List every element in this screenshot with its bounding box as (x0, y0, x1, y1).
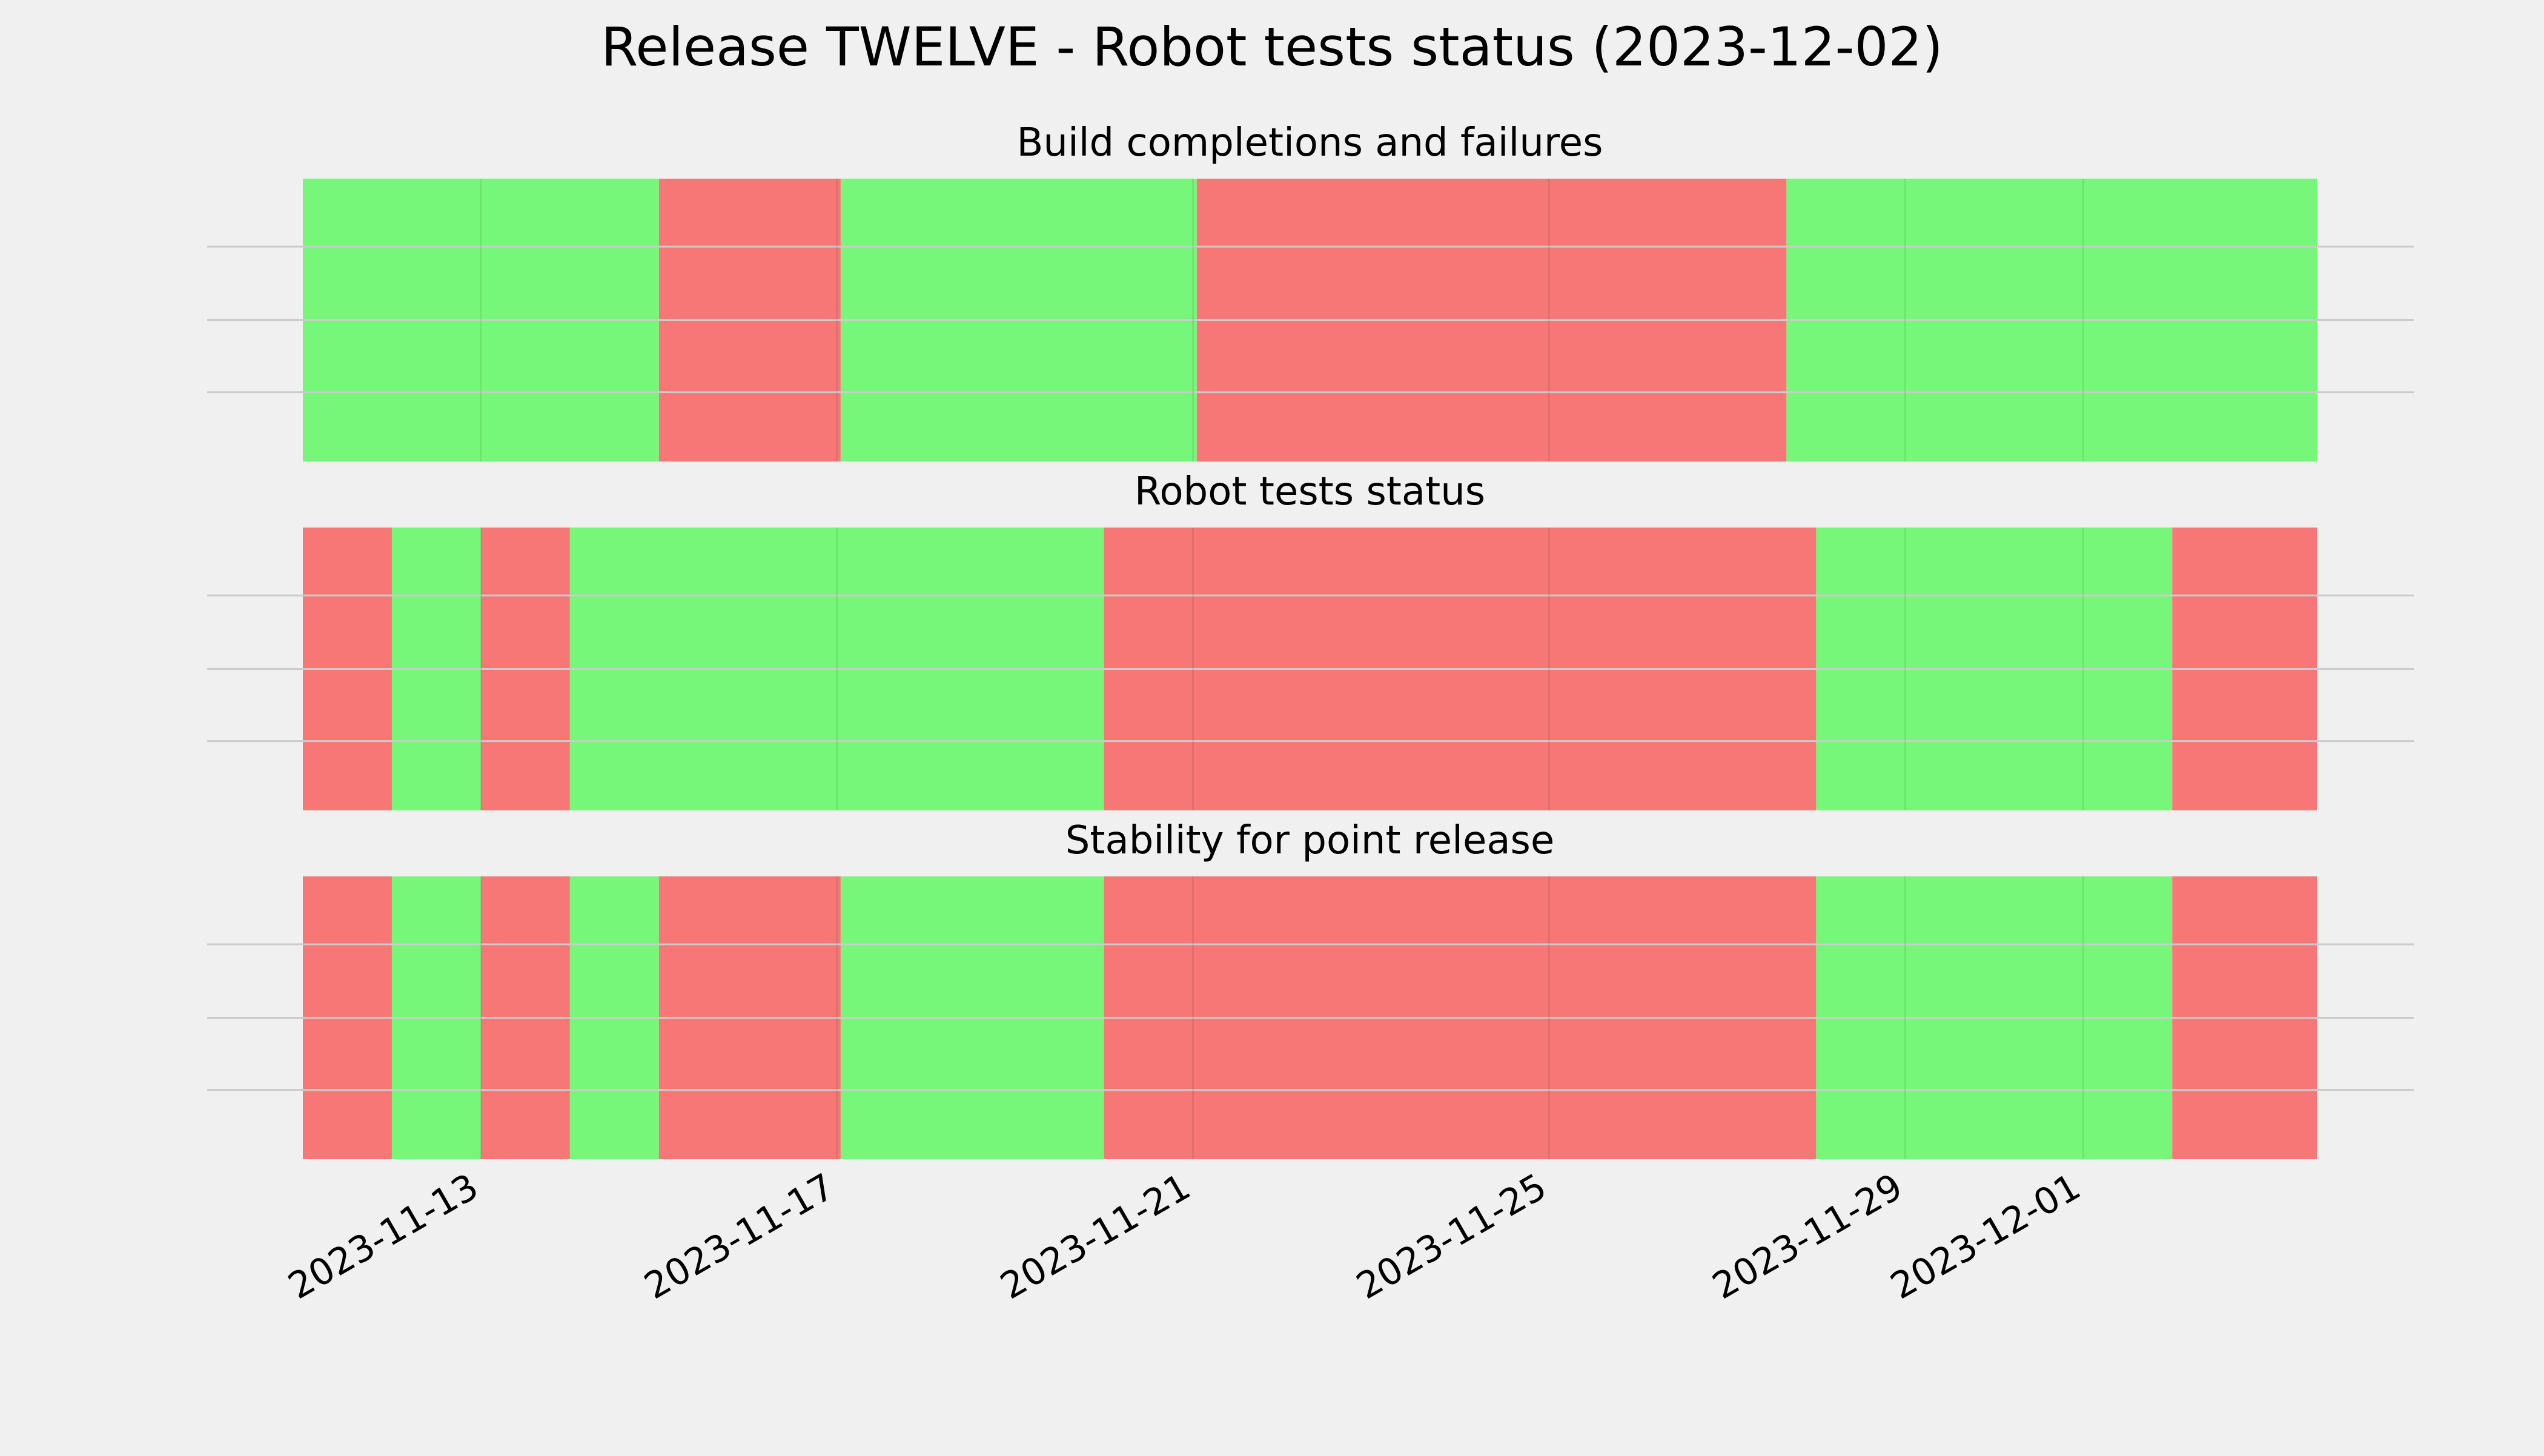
timeline-panel: Robot tests status (207, 469, 2414, 810)
timeline-panel: Build completions and failures (207, 121, 2414, 462)
x-tick-label: 2023-11-21 (993, 1165, 1197, 1308)
x-tick-label: 2023-11-17 (637, 1165, 841, 1308)
panel-title: Build completions and failures (1017, 121, 1603, 165)
timeline-panel: Stability for point release (207, 818, 2414, 1159)
x-axis: 2023-11-13 2023-11-17 2023-11-21 2023-11-25… (281, 1165, 2087, 1308)
x-tick-label: 2023-11-13 (281, 1165, 485, 1308)
x-tick-label: 2023-11-25 (1350, 1165, 1554, 1308)
panel-title: Robot tests status (1135, 469, 1485, 514)
chart-panels: Build completions and failures Robot test… (207, 121, 2414, 1159)
x-tick-label: 2023-12-01 (1884, 1165, 2088, 1308)
chart-title: Release TWELVE - Robot tests status (202… (601, 16, 1943, 78)
x-tick-label: 2023-11-29 (1706, 1165, 1910, 1308)
panel-title: Stability for point release (1065, 818, 1555, 863)
